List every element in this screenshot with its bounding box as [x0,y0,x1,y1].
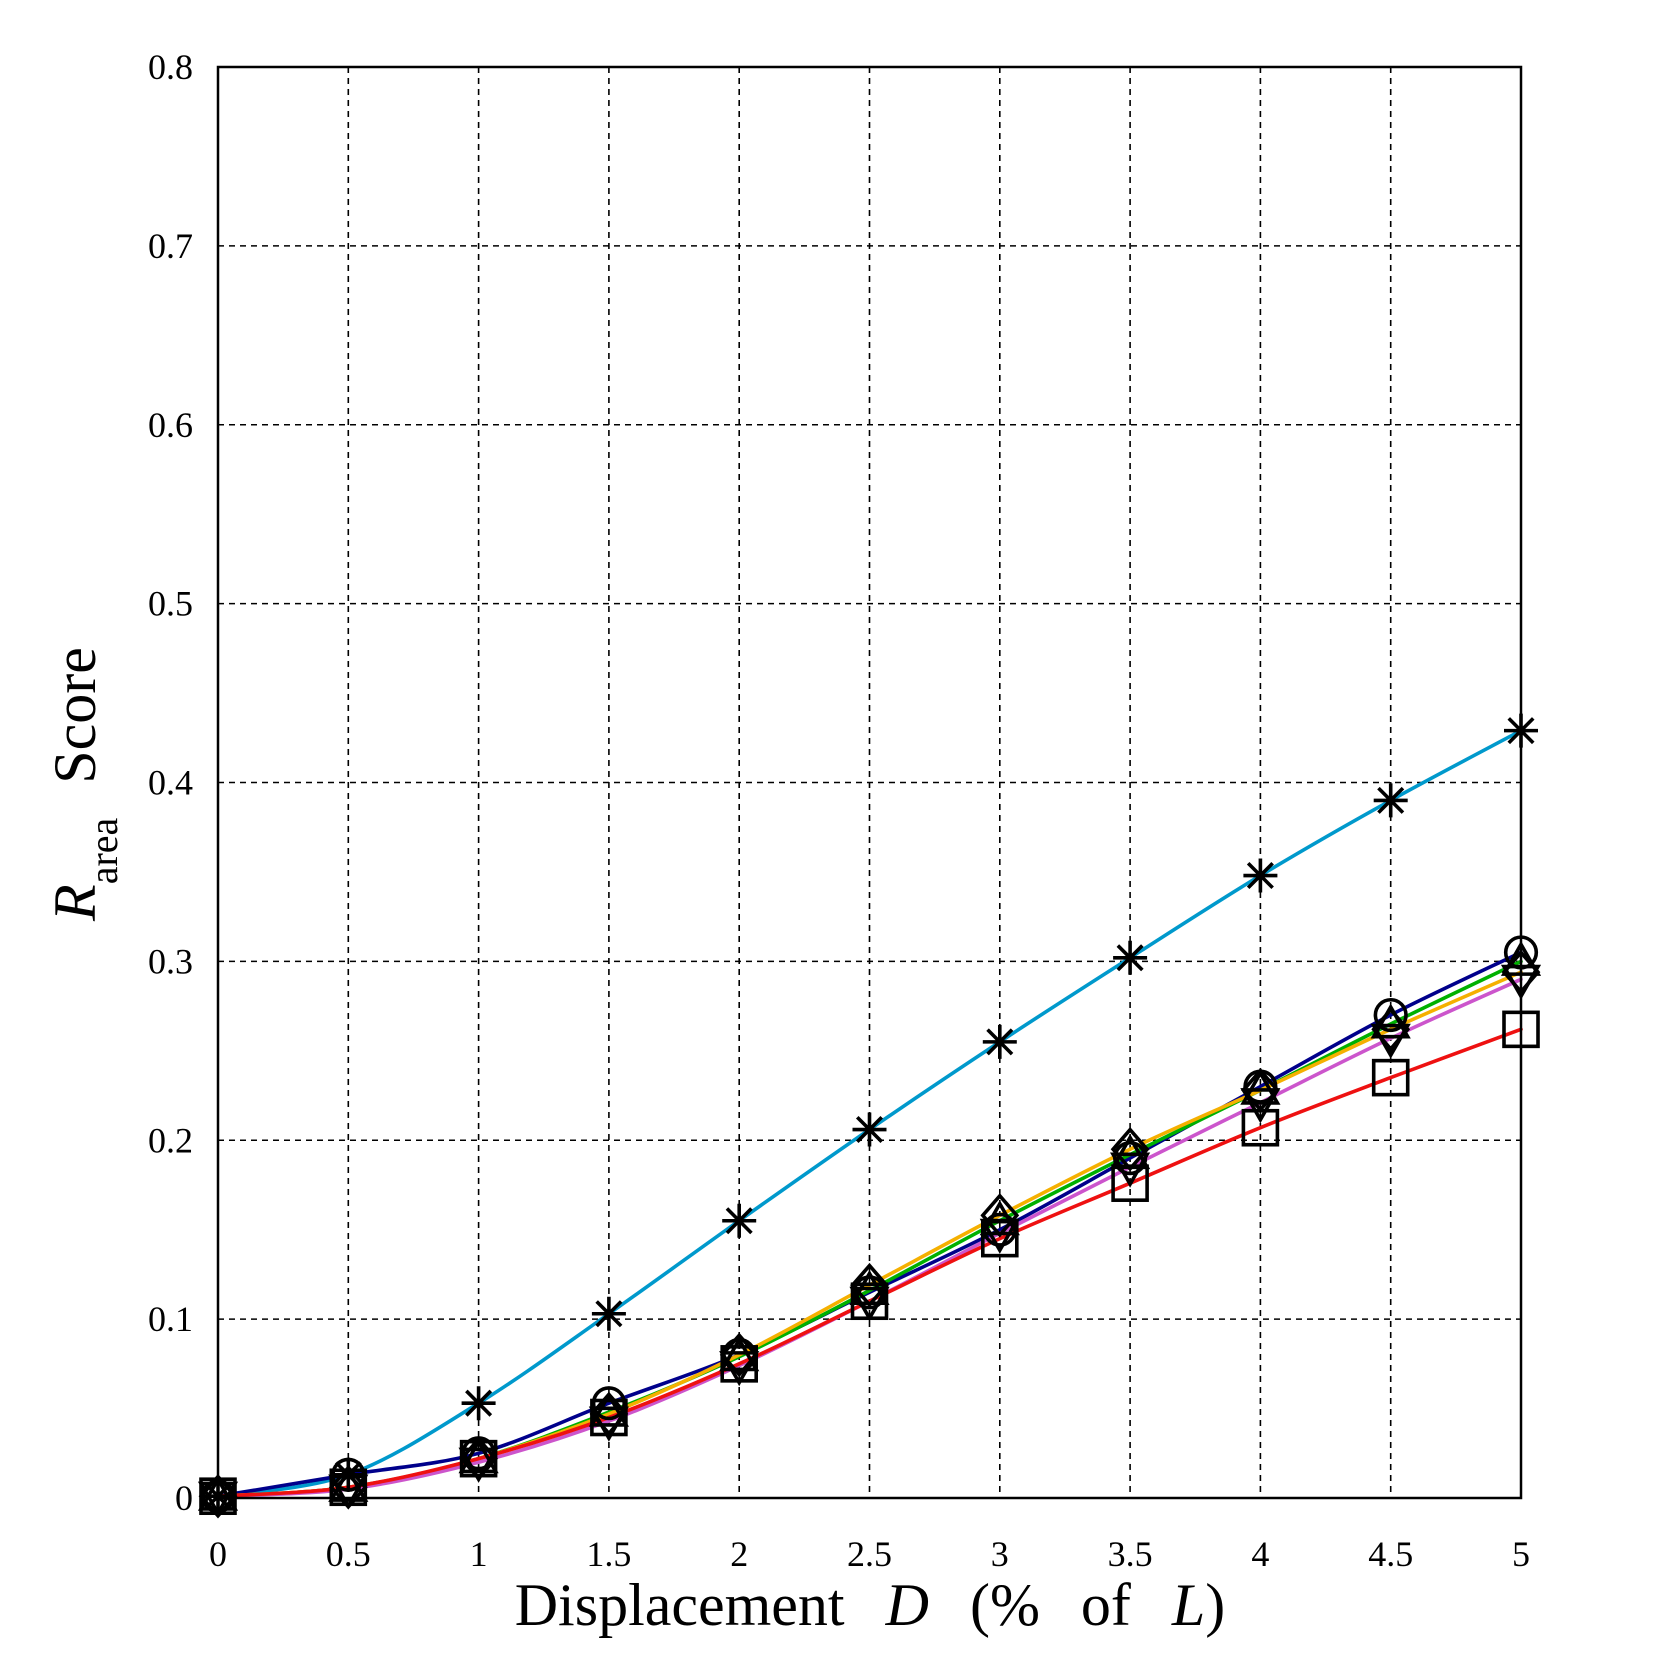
data-point [1240,1088,1281,1124]
x-axis-title-main: Displacement [515,1572,845,1638]
y-tick-label: 0.7 [148,226,193,266]
y-tick-label: 0.6 [148,405,193,445]
y-axis-title-var: R [42,884,108,922]
data-point [458,1447,499,1483]
data-point [328,1466,369,1502]
data-point [980,1193,1020,1238]
data-point [591,1296,626,1331]
x-tick-label: 2 [730,1534,748,1574]
data-point [1113,940,1148,975]
x-axis-title-paren-open: ( [970,1572,990,1638]
data-point [328,1474,369,1510]
x-tick-label: 2.5 [847,1534,892,1574]
data-point [980,1219,1019,1258]
x-tick-label: 1.5 [586,1534,631,1574]
y-tick-label: 0.3 [148,941,193,981]
data-point [1373,997,1408,1033]
data-point [1370,1023,1411,1059]
y-axis-title-word: Score [42,647,108,784]
marker-layer [197,713,1542,1519]
data-point [852,1112,887,1147]
data-point [982,1024,1017,1059]
data-point [458,1438,499,1474]
data-point [197,1475,239,1511]
x-tick-label: 4.5 [1368,1534,1413,1574]
x-tick-label: 3 [991,1534,1009,1574]
data-point [719,1351,760,1387]
x-axis-title-var: D [885,1572,929,1638]
data-point [1243,858,1278,893]
y-tick-label: 0.2 [148,1120,193,1160]
data-point [1373,783,1408,818]
x-axis-title-of: of [1081,1572,1131,1638]
data-point [1240,1069,1281,1105]
x-tick-label: 4 [1251,1534,1269,1574]
x-tick-labels: 0 0.5 1 1.5 2 2.5 3 3.5 4 4.5 5 [209,1534,1530,1574]
x-axis-title-pct: % [990,1572,1040,1638]
x-axis-title-paren-close: ) [1205,1572,1225,1638]
y-tick-label: 0.8 [148,47,193,87]
data-point [849,1286,890,1322]
x-axis-title: Displacement D (% of L) [515,1572,1226,1638]
data-point [588,1406,630,1442]
x-axis-title-ref: L [1171,1572,1205,1638]
y-axis-title: Rarea Score [42,647,126,922]
data-point [461,1386,496,1421]
x-tick-label: 0 [209,1534,227,1574]
data-point [1241,1108,1280,1147]
data-point [590,1398,628,1437]
data-point [1371,1058,1410,1097]
y-tick-label: 0 [175,1478,193,1518]
data-point [459,1439,498,1478]
y-tick-label: 0.1 [148,1299,193,1339]
series-line-triangle-up [216,959,1523,1498]
data-point [1109,1152,1151,1188]
data-point [1111,1164,1149,1202]
y-tick-label: 0.4 [148,763,193,803]
data-point [1371,1007,1411,1052]
y-tick-labels: 0 0.1 0.2 0.3 0.4 0.5 0.6 0.7 0.8 [148,47,193,1518]
series-line-square [216,1027,1523,1498]
plot-frame [216,65,1523,1500]
data-point [722,1203,757,1238]
data-point [329,1468,368,1507]
data-point [720,1345,759,1383]
x-tick-label: 0.5 [326,1534,371,1574]
y-tick-label: 0.5 [148,584,193,624]
data-point [850,1282,889,1321]
data-point [850,1262,889,1308]
x-tick-label: 1 [470,1534,488,1574]
data-point [1110,1126,1150,1172]
y-axis-title-sub: area [81,817,126,884]
x-tick-label: 3.5 [1108,1534,1153,1574]
x-tick-label: 5 [1512,1534,1530,1574]
